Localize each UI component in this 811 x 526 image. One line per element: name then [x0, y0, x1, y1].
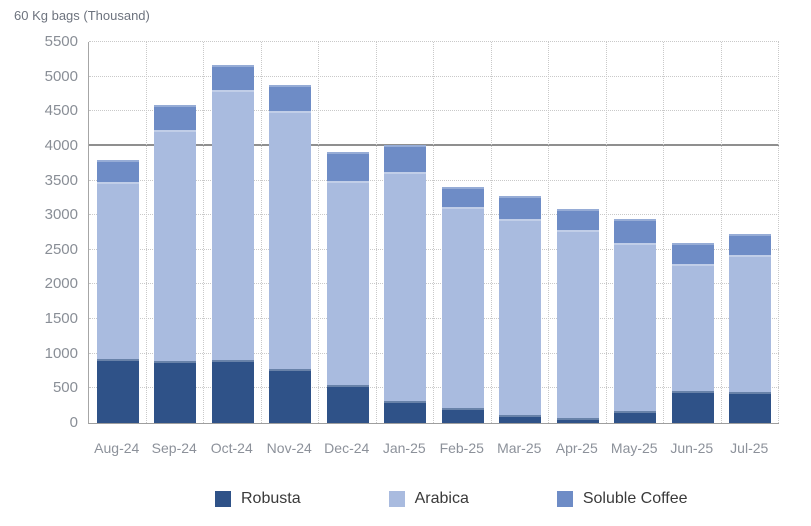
y-tick-4500: 4500: [44, 102, 78, 120]
x-label-feb-25: Feb-25: [439, 440, 484, 456]
bar-segment-arabica-nov-24[interactable]: [269, 111, 312, 370]
legend-item-soluble[interactable]: Soluble Coffee: [556, 490, 688, 508]
gridline-y-5000: [89, 75, 779, 77]
bar-segment-robusta-jun-25[interactable]: [671, 390, 714, 423]
legend-label-arabica: Arabica: [414, 490, 469, 507]
x-label-sep-24: Sep-24: [151, 440, 197, 456]
y-axis-title: 60 Kg bags (Thousand): [14, 8, 150, 23]
bar-segment-robusta-jul-25[interactable]: [729, 392, 772, 423]
y-tick-2500: 2500: [44, 240, 78, 258]
bar-segment-soluble-jun-25[interactable]: [671, 243, 714, 265]
bar-segment-robusta-may-25[interactable]: [614, 411, 657, 423]
gridline-x-2: [203, 42, 204, 423]
bar-segment-soluble-feb-25[interactable]: [441, 187, 484, 207]
x-label-may-25: May-25: [610, 440, 658, 456]
bar-segment-soluble-aug-24[interactable]: [96, 160, 139, 183]
bar-segment-soluble-apr-25[interactable]: [556, 208, 599, 231]
y-tick-1000: 1000: [44, 344, 78, 362]
y-tick-4000: 4000: [44, 136, 78, 154]
gridline-y-2500: [89, 248, 779, 250]
y-tick-3500: 3500: [44, 171, 78, 189]
bar-segment-arabica-aug-24[interactable]: [96, 182, 139, 359]
bar-segment-soluble-dec-24[interactable]: [326, 152, 369, 181]
bar-segment-soluble-nov-24[interactable]: [269, 84, 312, 112]
gridline-y-4000: [89, 143, 779, 146]
x-label-jun-25: Jun-25: [670, 440, 714, 456]
gridline-y-4500: [89, 110, 779, 112]
x-label-apr-25: Apr-25: [555, 440, 598, 456]
y-tick-5500: 5500: [44, 33, 78, 50]
gridline-x-4: [318, 42, 319, 423]
gridline-y-1500: [89, 318, 779, 320]
y-tick-500: 500: [52, 379, 78, 397]
gridline-x-8: [548, 42, 549, 423]
x-label-aug-24: Aug-24: [94, 440, 140, 456]
x-label-jan-25: Jan-25: [382, 440, 426, 456]
bar-segment-robusta-apr-25[interactable]: [556, 418, 599, 423]
gridline-y-3000: [89, 214, 779, 216]
bar-segment-arabica-jun-25[interactable]: [671, 264, 714, 391]
gridline-x-10: [663, 42, 664, 423]
y-tick-5000: 5000: [44, 67, 78, 85]
bar-segment-robusta-sep-24[interactable]: [154, 360, 197, 423]
bar-segment-arabica-jul-25[interactable]: [729, 254, 772, 393]
gridline-x-6: [433, 42, 434, 423]
bar-segment-robusta-mar-25[interactable]: [499, 414, 542, 423]
legend-item-robusta[interactable]: Robusta: [215, 490, 301, 508]
legend-swatch-robusta-icon: [215, 491, 231, 507]
gridline-y-500: [89, 387, 779, 389]
y-tick-0: 0: [69, 414, 78, 431]
legend-swatch-soluble-icon: [556, 491, 573, 507]
gridline-x-1: [145, 42, 147, 423]
gridline-y-3500: [89, 179, 779, 181]
gridline-x-5: [375, 42, 377, 423]
bar-segment-arabica-may-25[interactable]: [614, 243, 657, 412]
bar-segment-arabica-feb-25[interactable]: [441, 206, 484, 409]
gridline-y-2000: [89, 283, 779, 285]
bar-segment-robusta-jan-25[interactable]: [384, 400, 427, 423]
y-tick-2000: 2000: [44, 275, 78, 293]
gridline-x-11: [720, 42, 722, 423]
gridline-y-5500: [89, 41, 779, 42]
gridline-x-3: [260, 42, 262, 423]
y-tick-1500: 1500: [44, 310, 78, 328]
bar-segment-arabica-oct-24[interactable]: [211, 89, 254, 360]
bar-segment-arabica-sep-24[interactable]: [154, 129, 197, 361]
x-label-nov-24: Nov-24: [266, 440, 312, 456]
legend-label-soluble: Soluble Coffee: [582, 490, 688, 507]
gridline-x-7: [490, 42, 492, 423]
plot-area: [88, 41, 779, 424]
bar-segment-arabica-mar-25[interactable]: [499, 219, 542, 415]
x-label-oct-24: Oct-24: [210, 440, 253, 456]
legend: Robusta Arabica Soluble Coffee: [215, 490, 688, 508]
gridline-x-9: [605, 42, 607, 423]
y-tick-3000: 3000: [44, 206, 78, 224]
bar-segment-soluble-sep-24[interactable]: [154, 105, 197, 130]
x-label-mar-25: Mar-25: [497, 440, 542, 456]
x-label-jul-25: Jul-25: [730, 440, 769, 456]
x-label-dec-24: Dec-24: [324, 440, 370, 456]
bar-segment-soluble-oct-24[interactable]: [211, 64, 254, 90]
legend-swatch-arabica-icon: [388, 491, 405, 507]
bar-segment-soluble-mar-25[interactable]: [499, 195, 542, 219]
legend-item-arabica[interactable]: Arabica: [388, 490, 469, 508]
legend-label-robusta: Robusta: [241, 490, 301, 507]
bar-segment-robusta-aug-24[interactable]: [96, 358, 139, 423]
bar-segment-soluble-may-25[interactable]: [614, 219, 657, 244]
bar-segment-soluble-jan-25[interactable]: [384, 145, 427, 172]
gridline-x-12: [778, 42, 779, 423]
bar-segment-arabica-jan-25[interactable]: [384, 171, 427, 401]
bar-segment-arabica-apr-25[interactable]: [556, 230, 599, 419]
bar-segment-robusta-nov-24[interactable]: [269, 369, 312, 423]
bar-segment-robusta-dec-24[interactable]: [326, 384, 369, 423]
bar-segment-soluble-jul-25[interactable]: [729, 233, 772, 255]
bar-segment-robusta-feb-25[interactable]: [441, 408, 484, 423]
bar-segment-arabica-dec-24[interactable]: [326, 180, 369, 385]
gridline-y-1000: [89, 352, 779, 354]
bar-segment-robusta-oct-24[interactable]: [211, 359, 254, 423]
